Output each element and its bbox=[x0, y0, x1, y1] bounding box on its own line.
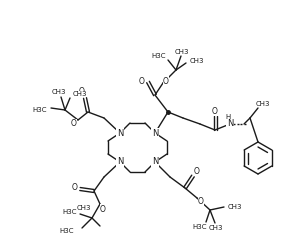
Text: CH3: CH3 bbox=[73, 91, 88, 97]
Text: H3C: H3C bbox=[62, 209, 77, 215]
Text: N: N bbox=[117, 128, 123, 138]
Text: H3C: H3C bbox=[32, 107, 47, 113]
Text: CH3: CH3 bbox=[52, 89, 66, 95]
Text: N: N bbox=[152, 158, 158, 167]
Text: O: O bbox=[71, 120, 77, 128]
Text: H3C: H3C bbox=[59, 228, 74, 234]
Text: CH3: CH3 bbox=[190, 58, 204, 64]
Text: O: O bbox=[139, 76, 145, 86]
Text: CH3: CH3 bbox=[175, 49, 189, 55]
Text: N: N bbox=[227, 120, 233, 128]
Text: O: O bbox=[79, 87, 85, 96]
Text: CH3: CH3 bbox=[77, 205, 91, 211]
Text: H: H bbox=[226, 114, 231, 120]
Text: H3C: H3C bbox=[192, 224, 207, 230]
Text: O: O bbox=[163, 76, 169, 86]
Text: CH3: CH3 bbox=[209, 225, 223, 231]
Text: H3C: H3C bbox=[151, 53, 166, 59]
Text: O: O bbox=[198, 198, 204, 207]
Text: CH3: CH3 bbox=[256, 101, 270, 107]
Text: O: O bbox=[212, 107, 218, 115]
Text: O: O bbox=[100, 205, 106, 214]
Text: O: O bbox=[194, 167, 200, 175]
Text: N: N bbox=[117, 158, 123, 167]
Text: CH3: CH3 bbox=[228, 204, 242, 210]
Text: N: N bbox=[152, 128, 158, 138]
Text: O: O bbox=[72, 182, 78, 192]
